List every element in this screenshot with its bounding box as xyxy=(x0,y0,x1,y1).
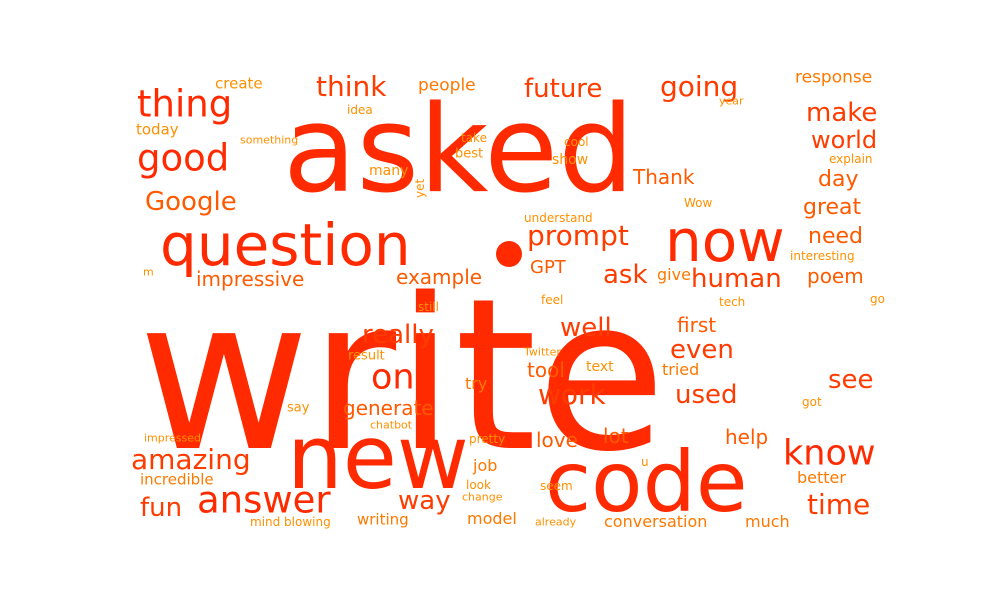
word-help: help xyxy=(725,425,769,449)
word-human: human xyxy=(691,264,782,294)
word-chatbot: chatbot xyxy=(370,418,413,432)
word-impressive: impressive xyxy=(196,267,305,291)
word-something: something xyxy=(240,133,299,147)
word-future: future xyxy=(524,74,603,104)
word-take: take xyxy=(461,131,487,145)
word-tool: tool xyxy=(527,358,565,382)
word-Wow: Wow xyxy=(684,196,713,210)
word-explain: explain xyxy=(829,152,873,166)
word-change: change xyxy=(462,490,503,504)
word-great: great xyxy=(803,195,862,220)
word-used: used xyxy=(675,380,738,410)
word-question: question xyxy=(160,211,411,279)
word-really: really xyxy=(362,320,434,350)
word-best: best xyxy=(455,146,484,162)
word-give: give xyxy=(657,265,691,284)
word-impressed: impressed xyxy=(144,431,202,445)
word-work: work xyxy=(538,378,606,411)
word-pretty: pretty xyxy=(469,432,506,446)
word-know: know xyxy=(783,433,876,474)
word-result: result xyxy=(348,348,385,364)
word-fun: fun xyxy=(140,493,183,523)
word-still: still xyxy=(418,300,439,314)
word-show: show xyxy=(552,152,589,168)
word-people: people xyxy=(418,75,476,96)
word-think: think xyxy=(316,70,387,103)
word-need: need xyxy=(808,224,863,249)
word-write: write xyxy=(138,253,666,498)
word-thing: thing xyxy=(137,82,233,126)
word-response: response xyxy=(795,67,873,88)
word-today: today xyxy=(136,120,179,139)
word-example: example xyxy=(396,265,483,289)
word-world: world xyxy=(811,126,878,154)
word-asked: asked xyxy=(283,81,635,220)
word-text: text xyxy=(586,359,614,375)
word-many: many xyxy=(369,163,409,179)
word-generate: generate xyxy=(343,396,434,420)
word-better: better xyxy=(797,468,846,487)
word-well: well xyxy=(560,313,612,343)
word-cool: cool xyxy=(564,135,589,149)
word-go: go xyxy=(870,292,885,306)
word-u: u xyxy=(641,455,649,469)
word-amazing: amazing xyxy=(131,443,251,476)
word-m: m xyxy=(143,265,154,279)
word-tried: tried xyxy=(662,360,700,379)
word-GPT: GPT xyxy=(530,257,566,278)
word-yet: yet xyxy=(413,178,427,198)
word-understand: understand xyxy=(524,211,593,225)
word-year: year xyxy=(719,94,744,108)
word-job: job xyxy=(473,456,498,475)
word-day: day xyxy=(818,167,859,192)
word-poem: poem xyxy=(807,264,864,288)
word-answer: answer xyxy=(197,478,331,522)
word-interesting: interesting xyxy=(790,249,855,263)
word-try: try xyxy=(465,374,488,393)
word-now: now xyxy=(665,207,785,275)
word-one: one xyxy=(371,357,437,398)
word-good: good xyxy=(137,136,230,180)
word-got: got xyxy=(802,395,822,409)
word-going: going xyxy=(660,70,739,103)
word-conversation: conversation xyxy=(604,512,708,531)
word-Google: Google xyxy=(145,187,237,217)
word-seem: seem xyxy=(540,479,573,493)
word-mind-blowing: mind blowing xyxy=(250,515,331,529)
word-first: first xyxy=(677,313,717,337)
dot-mark xyxy=(496,241,522,267)
word-new: new xyxy=(287,406,469,509)
word-prompt: prompt xyxy=(527,219,629,252)
word-look: look xyxy=(466,478,491,492)
word-already: already xyxy=(535,515,577,529)
word-way: way xyxy=(398,486,451,516)
word-create: create xyxy=(215,74,263,93)
word-much: much xyxy=(745,512,790,531)
word-ask: ask xyxy=(603,260,648,290)
word-tech: tech xyxy=(719,295,746,309)
word-say: say xyxy=(287,400,310,416)
word-time: time xyxy=(807,488,871,521)
word-writing: writing xyxy=(357,510,409,529)
word-make: make xyxy=(806,98,878,128)
word-Twitter: Twitter xyxy=(524,345,561,359)
word-see: see xyxy=(828,365,874,395)
word-even: even xyxy=(670,335,734,365)
word-lot: lot xyxy=(603,424,629,448)
word-incredible: incredible xyxy=(140,470,214,489)
word-idea: idea xyxy=(347,103,373,117)
word-love: love xyxy=(536,428,578,452)
word-Thank: Thank xyxy=(633,165,695,189)
word-model: model xyxy=(467,509,517,528)
word-code: code xyxy=(545,433,748,531)
word-feel: feel xyxy=(541,293,564,307)
